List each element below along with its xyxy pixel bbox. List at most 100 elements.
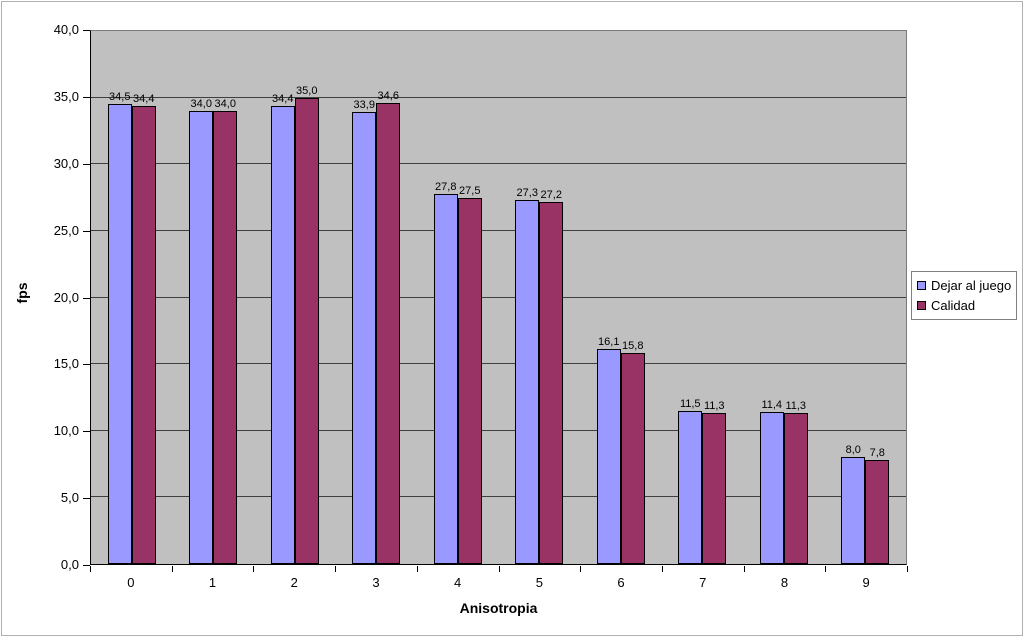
bar-dejar-al-juego: 27,3 — [515, 187, 540, 564]
bar-value-label: 11,3 — [785, 400, 807, 413]
bar-value-label: 35,0 — [296, 84, 318, 97]
bar-value-label: 27,8 — [435, 180, 457, 193]
bar-group: 33,9 34,6 — [336, 31, 418, 564]
y-tick — [83, 431, 90, 432]
x-tick — [253, 566, 254, 572]
bar-calidad: 34,6 — [376, 90, 401, 564]
legend-item: Dejar al juego — [917, 277, 1012, 294]
bar-value-label: 7,8 — [869, 447, 885, 460]
x-tick — [580, 566, 581, 572]
bar-value-label: 27,2 — [540, 188, 562, 201]
bar-dejar-al-juego: 34,4 — [270, 93, 295, 564]
x-tick-label: 5 — [535, 575, 543, 590]
bar-dejar-al-juego: 34,0 — [189, 98, 214, 564]
bar-value-label: 27,5 — [459, 184, 481, 197]
y-tick-label: 10,0 — [53, 423, 79, 438]
bar-value-label: 33,9 — [353, 99, 375, 112]
bar-value-label: 11,3 — [703, 400, 725, 413]
legend-label: Calidad — [931, 298, 976, 313]
legend-swatch-icon — [917, 301, 926, 310]
gridline — [91, 229, 906, 231]
x-tick-label: 8 — [780, 575, 789, 590]
x-tick-label: 0 — [127, 575, 135, 590]
y-tick-label: 25,0 — [53, 223, 79, 238]
bar-value-label: 34,0 — [214, 97, 236, 110]
legend-swatch-icon — [917, 281, 926, 290]
bar-calidad: 11,3 — [702, 400, 727, 564]
y-tick — [83, 97, 90, 98]
bar-group: 34,4 35,0 — [254, 31, 336, 564]
bar-value-label: 34,6 — [377, 89, 399, 102]
bar-value-label: 34,5 — [109, 91, 131, 104]
bar-calidad: 34,4 — [131, 93, 156, 564]
y-tick — [83, 364, 90, 365]
y-tick — [83, 231, 90, 232]
y-tick-label: 40,0 — [53, 22, 79, 37]
y-tick — [83, 565, 90, 566]
x-tick — [825, 566, 826, 572]
gridline — [91, 296, 906, 298]
x-tick — [172, 566, 173, 572]
bar-value-label: 11,4 — [761, 399, 783, 412]
bar-dejar-al-juego: 8,0 — [841, 444, 866, 564]
x-tick-label: 3 — [372, 575, 380, 590]
y-tick — [83, 298, 90, 299]
bar-value-label: 16,1 — [598, 336, 620, 349]
x-tick — [499, 566, 500, 572]
x-tick-label: 7 — [699, 575, 707, 590]
x-tick — [90, 566, 91, 572]
x-tick — [662, 566, 663, 572]
bar-value-label: 34,0 — [190, 97, 212, 110]
gridline — [91, 96, 906, 98]
bar-calidad: 15,8 — [620, 340, 645, 564]
x-tick — [335, 566, 336, 572]
bar-group: 8,0 7,8 — [825, 31, 907, 564]
bar-value-label: 34,4 — [272, 92, 294, 105]
legend-label: Dejar al juego — [931, 278, 1012, 293]
bar-value-label: 15,8 — [622, 340, 644, 353]
bar-calidad: 35,0 — [294, 85, 319, 564]
bar-value-label: 11,5 — [679, 397, 701, 410]
y-tick — [83, 30, 90, 31]
gridline — [91, 363, 906, 365]
bar-dejar-al-juego: 11,4 — [759, 399, 784, 564]
bar-calidad: 27,2 — [539, 189, 564, 564]
gridline — [91, 163, 906, 165]
legend: Dejar al juego Calidad — [911, 271, 1017, 320]
gridline — [91, 429, 906, 431]
bar-value-label: 34,4 — [133, 92, 155, 105]
bar-group: 11,5 11,3 — [662, 31, 744, 564]
bar-value-label: 27,3 — [516, 187, 538, 200]
bar-calidad: 7,8 — [865, 447, 890, 564]
bar-calidad: 34,0 — [213, 98, 238, 564]
x-tick-label: 2 — [290, 575, 298, 590]
x-tick-label: 4 — [454, 575, 462, 590]
y-tick — [83, 498, 90, 499]
x-tick-label: 9 — [862, 575, 870, 590]
y-tick-label: 0,0 — [60, 557, 79, 572]
plot-area: 34,5 34,4 34,0 34,0 34,4 35,0 33,9 34,6 27,8 27,5… — [90, 30, 907, 565]
bar-group: 27,3 27,2 — [499, 31, 581, 564]
bar-group: 16,1 15,8 — [580, 31, 662, 564]
bar-dejar-al-juego: 27,8 — [433, 181, 458, 564]
x-tick-label: 6 — [617, 575, 625, 590]
x-tick — [417, 566, 418, 572]
bar-group: 11,4 11,3 — [743, 31, 825, 564]
gridline — [91, 496, 906, 498]
bar-group: 34,5 34,4 — [91, 31, 173, 564]
legend-item: Calidad — [917, 297, 1012, 314]
x-axis-title: Anisotropia — [459, 600, 538, 616]
bar-dejar-al-juego: 34,5 — [107, 91, 132, 564]
bar-dejar-al-juego: 11,5 — [678, 398, 703, 564]
x-tick — [907, 566, 908, 572]
bar-calidad: 27,5 — [457, 185, 482, 564]
bar-group: 27,8 27,5 — [417, 31, 499, 564]
bar-dejar-al-juego: 16,1 — [596, 336, 621, 564]
bar-value-label: 8,0 — [845, 444, 861, 457]
x-tick — [744, 566, 745, 572]
y-tick-label: 20,0 — [53, 290, 79, 305]
y-tick-label: 35,0 — [53, 89, 79, 104]
bar-group: 34,0 34,0 — [173, 31, 255, 564]
y-tick-label: 15,0 — [53, 356, 79, 371]
